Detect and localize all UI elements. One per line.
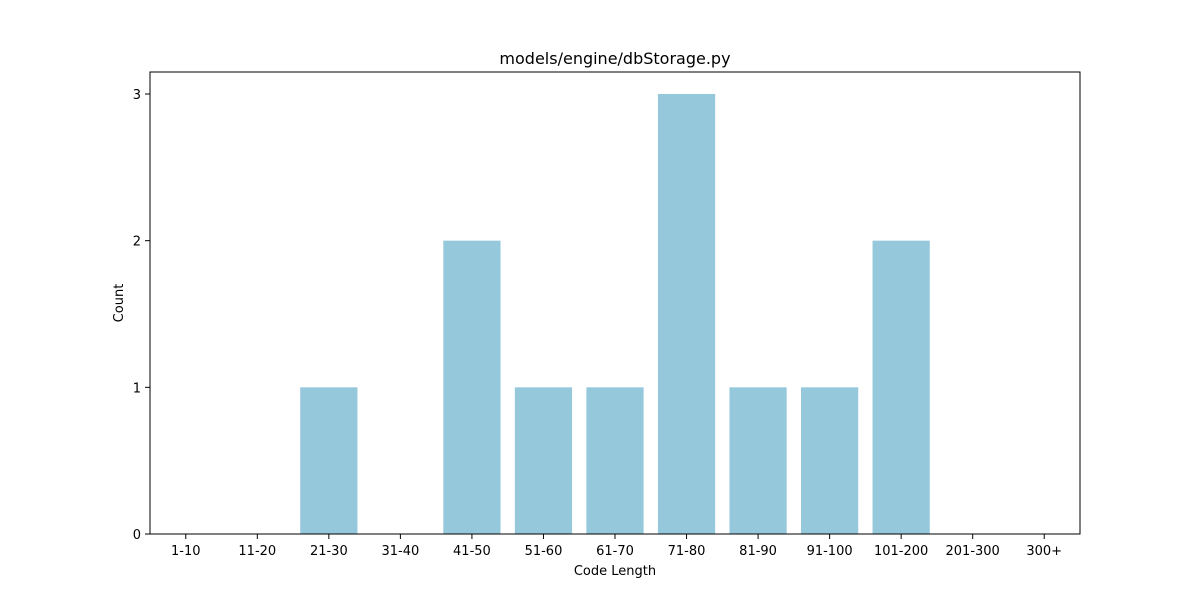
x-tick-label: 41-50 [453, 544, 491, 559]
bar-61-70 [586, 387, 644, 534]
x-tick-label: 71-80 [668, 544, 706, 559]
y-tick-label: 3 [133, 88, 141, 103]
x-tick-label: 91-100 [807, 544, 853, 559]
x-tick-label: 31-40 [381, 544, 419, 559]
x-tick-label: 21-30 [310, 544, 348, 559]
x-tick-label: 101-200 [874, 544, 928, 559]
x-axis-label: Code Length [574, 564, 656, 579]
x-tick-label: 201-300 [946, 544, 1000, 559]
x-tick-label: 300+ [1026, 544, 1062, 559]
bar-91-100 [801, 387, 859, 534]
bars-group [300, 94, 930, 534]
y-tick-label: 2 [133, 235, 141, 250]
bar-71-80 [657, 94, 716, 534]
y-axis-label: Count [112, 284, 127, 323]
bar-41-50 [443, 240, 501, 534]
x-axis-ticks: 1-10 11-20 21-30 31-40 41-50 51-60 61-70 71-80 8… [171, 534, 1062, 559]
chart-title: models/engine/dbStorage.py [499, 49, 730, 68]
y-tick-label: 1 [133, 381, 141, 396]
bar-21-30 [300, 387, 358, 534]
bar-81-90 [729, 387, 787, 534]
x-tick-label: 81-90 [739, 544, 777, 559]
x-tick-label: 61-70 [596, 544, 634, 559]
bar-101-200 [872, 240, 930, 534]
bar-51-60 [514, 387, 573, 534]
x-tick-label: 1-10 [171, 544, 201, 559]
x-tick-label: 51-60 [525, 544, 563, 559]
y-tick-label: 0 [133, 528, 141, 543]
x-tick-label: 11-20 [238, 544, 276, 559]
y-axis-ticks: 0 1 2 3 [133, 88, 150, 543]
